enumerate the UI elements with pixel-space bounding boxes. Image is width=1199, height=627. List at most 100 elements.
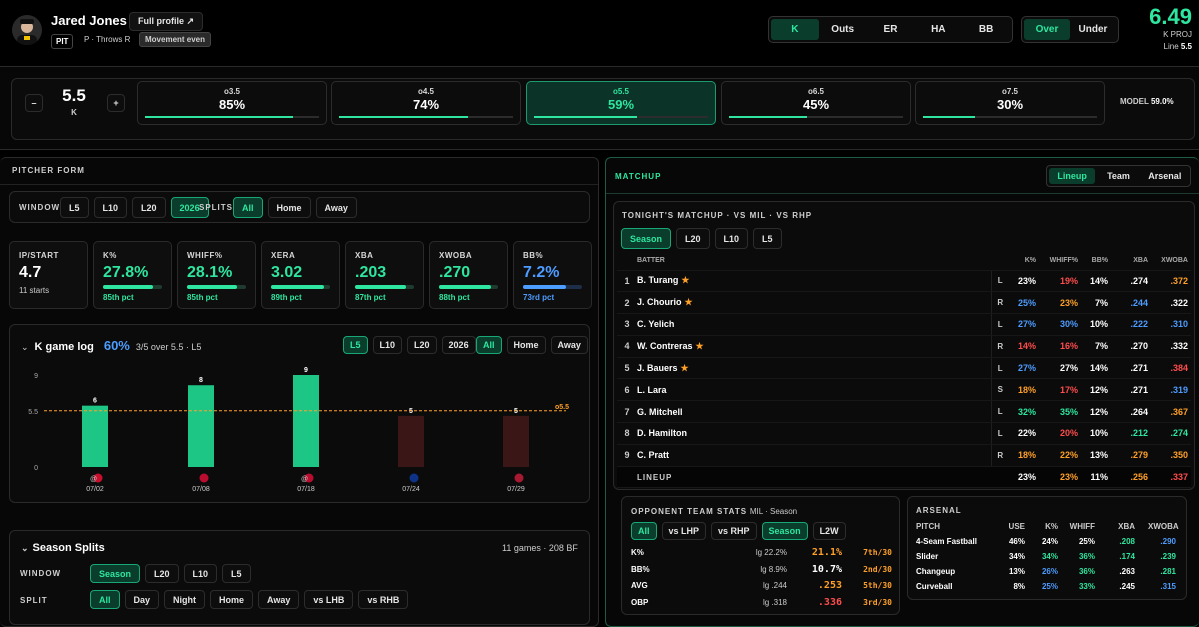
batter-name[interactable]: C. Yelich (637, 313, 991, 336)
tab-arsenal[interactable]: Arsenal (1148, 171, 1182, 181)
tab-under[interactable]: Under (1078, 24, 1108, 35)
split-all[interactable]: All (233, 197, 263, 218)
matchup-window-season[interactable]: Season (621, 228, 672, 249)
line-plus-button[interactable]: + (107, 94, 125, 112)
lineup-header-cell[interactable]: XBA (1111, 252, 1151, 271)
season-window-l20[interactable]: L20 (145, 564, 179, 583)
log-split-away[interactable]: Away (550, 336, 588, 354)
lineup-header-cell[interactable]: WHIFF% (1039, 252, 1081, 271)
line-card-o5.5[interactable]: o5.5 59% (526, 81, 716, 125)
season-split-all[interactable]: All (90, 590, 120, 609)
lineup-row[interactable]: 6 L. Lara S 18% 17% 12% .271.319 (617, 378, 1191, 402)
lineup-row[interactable]: 4 W. Contreras ★ R 14% 16% 7% .270.332 (617, 335, 1191, 358)
arsenal-xba: .245 (1119, 582, 1135, 591)
log-window-l10[interactable]: L10 (372, 336, 403, 354)
opp-tab-vs-rhp[interactable]: vs RHP (711, 522, 757, 540)
line-card-o7.5[interactable]: o7.5 30% (915, 81, 1105, 125)
batter-hand: R (990, 444, 1009, 467)
lineup-header-cell[interactable]: BB% (1081, 252, 1111, 271)
season-window-l10[interactable]: L10 (183, 564, 218, 583)
log-window-l20[interactable]: L20 (407, 336, 437, 354)
lineup-row[interactable]: 7 G. Mitchell L 32% 35% 12% .264.367 (617, 400, 1191, 424)
collapse-icon[interactable]: ⌄ (21, 342, 29, 352)
tab-team[interactable]: Team (1107, 171, 1130, 181)
lineup-header-cell[interactable] (617, 252, 637, 271)
tab-er[interactable]: ER (883, 24, 898, 35)
lineup-row[interactable]: 3 C. Yelich L 27% 30% 10% .222.310 (617, 313, 1191, 336)
season-split-day[interactable]: Day (124, 590, 160, 609)
bar-07/08[interactable] (188, 385, 214, 467)
line-card-pct: 59% (607, 97, 635, 112)
lineup-row[interactable]: 9 C. Pratt R 18% 22% 13% .279.350 (617, 444, 1191, 467)
arsenal-header-cell[interactable]: PITCH (916, 522, 940, 531)
line-card-o4.5[interactable]: o4.5 74% (331, 81, 521, 125)
batter-name[interactable]: C. Pratt (637, 444, 991, 467)
batter-name[interactable]: B. Turang ★ (637, 270, 991, 293)
tab-lineup[interactable]: Lineup (1049, 168, 1096, 184)
window-l20[interactable]: L20 (132, 197, 166, 218)
lineup-row[interactable]: 5 J. Bauers ★ L 27% 27% 14% .271.384 (617, 357, 1191, 380)
season-split-night[interactable]: Night (164, 590, 206, 609)
batter-name[interactable]: J. Chourio ★ (637, 291, 991, 315)
full-profile-button[interactable]: Full profile ↗ (129, 12, 204, 31)
opp-tab-vs-lhp[interactable]: vs LHP (661, 522, 707, 540)
season-window-l5[interactable]: L5 (222, 564, 251, 583)
arsenal-header-cell[interactable]: USE (1008, 522, 1025, 531)
bar-07/02[interactable] (82, 405, 108, 467)
arsenal-header-cell[interactable]: XBA (1118, 522, 1135, 531)
arsenal-header-cell[interactable]: WHIFF (1069, 522, 1095, 531)
season-split-vs-rhb[interactable]: vs RHB (358, 590, 409, 609)
window-l5[interactable]: L5 (60, 197, 89, 218)
window-2026[interactable]: 2026 (170, 197, 209, 218)
lineup-row[interactable]: 1 B. Turang ★ L 23% 19% 14% .274.372 (617, 270, 1191, 293)
matchup-window-l10[interactable]: L10 (714, 228, 749, 249)
lineup-header-cell[interactable]: K% (1009, 252, 1039, 271)
tab-outs[interactable]: Outs (831, 24, 855, 35)
stat-pct-bar (355, 285, 414, 289)
arsenal-header-cell[interactable]: K% (1045, 522, 1058, 531)
opp-stat-value: 10.7% (811, 563, 842, 575)
batter-name[interactable]: D. Hamilton (637, 422, 991, 445)
tab-k[interactable]: K (771, 19, 819, 40)
window-l10[interactable]: L10 (93, 197, 128, 218)
opp-tab-l2w[interactable]: L2W (812, 522, 846, 540)
opp-tab-all[interactable]: All (631, 522, 657, 540)
lineup-header-cell[interactable]: XWOBA (1151, 252, 1191, 271)
lineup-header-cell[interactable] (991, 252, 1009, 271)
log-split-home[interactable]: Home (506, 336, 546, 354)
bar-07/18[interactable] (293, 375, 319, 467)
tab-bb[interactable]: BB (978, 24, 994, 35)
batter-name[interactable]: J. Bauers ★ (637, 357, 991, 380)
log-window-2026[interactable]: 2026 (441, 336, 476, 354)
tab-ha[interactable]: HA (931, 24, 946, 35)
line-card-bar-fill (145, 116, 293, 118)
lineup-row[interactable]: 8 D. Hamilton L 22% 20% 10% .212.274 (617, 422, 1191, 445)
matchup-window-l5[interactable]: L5 (753, 228, 782, 249)
batter-name[interactable]: G. Mitchell (637, 400, 991, 424)
split-away[interactable]: Away (315, 197, 357, 218)
opp-tab-season[interactable]: Season (761, 522, 808, 540)
batter-name[interactable]: L. Lara (637, 378, 991, 402)
lineup-header-cell[interactable]: BATTER (637, 252, 991, 271)
log-split-all[interactable]: All (476, 336, 502, 354)
line-minus-button[interactable]: – (25, 94, 43, 112)
log-window-l5[interactable]: L5 (343, 336, 368, 354)
season-split-vs-lhb[interactable]: vs LHB (304, 590, 354, 609)
batter-hand: L (990, 357, 1009, 380)
season-split-away[interactable]: Away (258, 590, 300, 609)
matchup-window-l20[interactable]: L20 (676, 228, 710, 249)
tab-over[interactable]: Over (1024, 19, 1070, 40)
opp-stat-name: K% (631, 548, 644, 557)
season-split-home[interactable]: Home (210, 590, 254, 609)
split-home[interactable]: Home (267, 197, 311, 218)
bar-07/29[interactable] (503, 415, 529, 467)
batter-name[interactable]: W. Contreras ★ (637, 335, 991, 358)
lineup-row[interactable]: 2 J. Chourio ★ R 25% 23% 7% .244.322 (617, 291, 1191, 315)
line-card-pct: 45% (802, 97, 830, 112)
bar-07/24[interactable] (398, 415, 424, 467)
line-card-o6.5[interactable]: o6.5 45% (721, 81, 911, 125)
line-card-o3.5[interactable]: o3.5 85% (137, 81, 327, 125)
season-window-season[interactable]: Season (90, 564, 141, 583)
collapse-icon[interactable]: ⌄ (21, 543, 29, 553)
arsenal-header-cell[interactable]: XWOBA (1148, 522, 1179, 531)
